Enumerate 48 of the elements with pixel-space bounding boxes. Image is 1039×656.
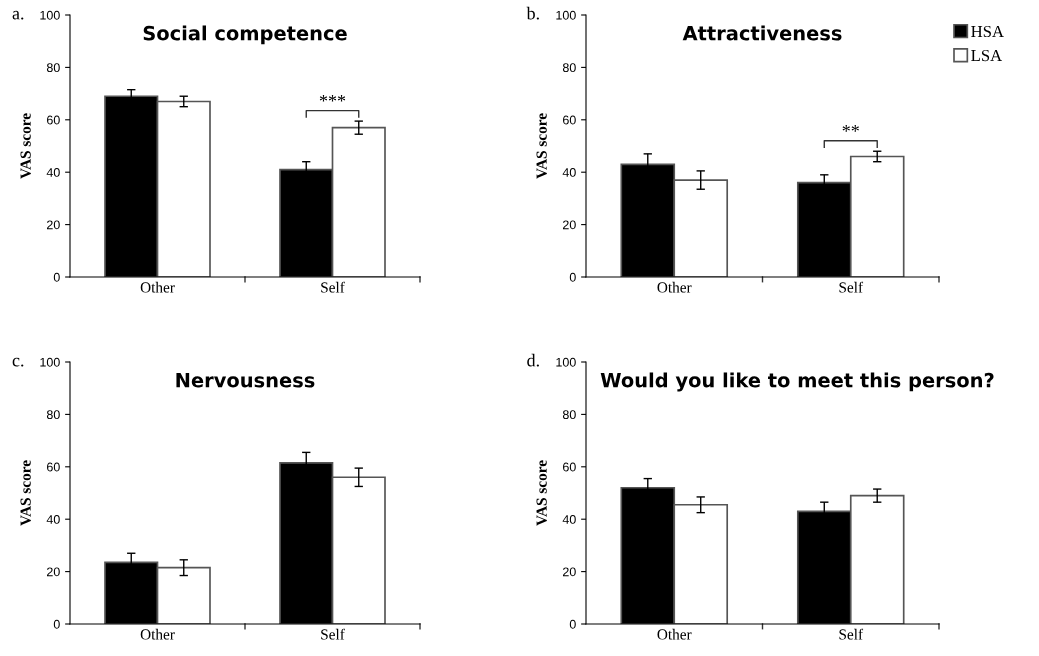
y-tick-label: 80 [46,410,60,420]
y-axis-title: VAS score [20,460,31,526]
legend-label: LSA [971,49,1003,62]
x-tick-label: Other [140,281,175,293]
y-tick-label: 100 [556,10,576,20]
y-tick-label: 100 [556,357,576,367]
y-axis-title: VAS score [20,113,31,179]
y-tick-label: 0 [53,272,60,282]
y-tick-label: 20 [563,567,576,577]
y-tick-label: 20 [563,220,576,230]
y-axis-title: VAS score [536,460,547,526]
y-axis-title: VAS score [536,113,547,179]
y-tick-label: 40 [562,168,576,177]
text: Social competence [143,25,347,45]
y-tick-label: 40 [562,515,576,524]
y-tick-label: 20 [47,220,60,230]
y-tick-label: 60 [563,462,576,472]
x-tick-label: Other [140,628,175,640]
y-tick-label: 80 [562,410,576,420]
x-tick-label: Other [657,281,692,293]
y-tick-label: 0 [53,619,60,629]
x-tick-label: Self [321,281,345,293]
y-tick-label: 0 [569,272,576,282]
y-tick-label: 100 [40,357,60,367]
text: c. [12,357,24,367]
text: d. [527,353,539,367]
y-tick-label: 80 [46,63,60,73]
x-tick-label: Self [839,281,864,293]
x-tick-label: Other [657,628,692,640]
annotation: ** [842,125,859,132]
chart-title: Attractiveness [682,25,842,41]
y-tick-label: 40 [46,168,60,177]
y-tick-label: 60 [47,462,60,472]
y-tick-label: 100 [40,10,60,20]
text: a. [12,10,24,20]
text: b. [526,6,539,20]
x-tick-label: Self [321,628,345,640]
annotation: *** [319,94,346,102]
legend-label: HSA [971,25,1004,38]
y-tick-label: 40 [46,515,60,524]
y-tick-label: 0 [569,619,576,629]
y-tick-label: 20 [47,567,60,577]
y-tick-label: 80 [562,63,576,73]
y-tick-label: 60 [563,115,576,125]
text: Would you like to meet this person? [600,372,994,392]
y-tick-label: 60 [47,115,60,125]
x-tick-label: Self [839,628,864,640]
chart-title: Nervousness [176,373,315,388]
